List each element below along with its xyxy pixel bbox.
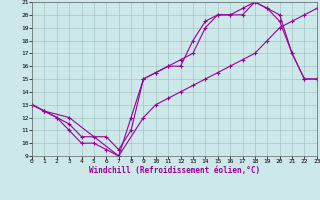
X-axis label: Windchill (Refroidissement éolien,°C): Windchill (Refroidissement éolien,°C) [89, 166, 260, 175]
